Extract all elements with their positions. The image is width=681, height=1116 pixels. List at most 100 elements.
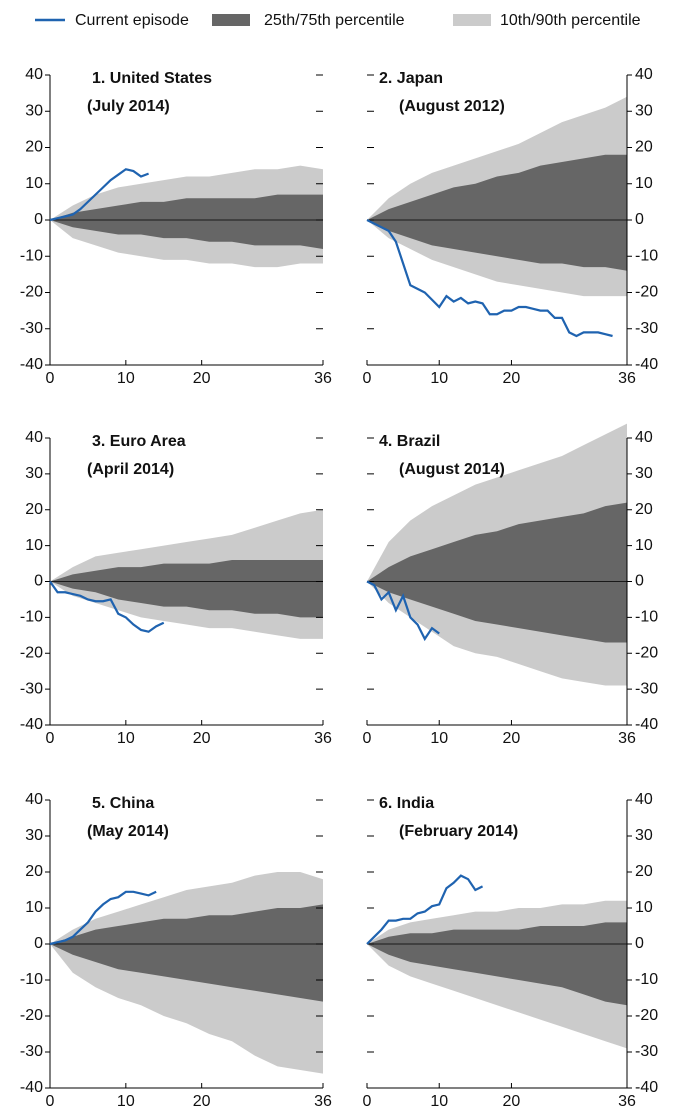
- legend-label: Current episode: [75, 12, 189, 29]
- y-tick-label: 0: [34, 211, 43, 228]
- percentile-band: [50, 559, 323, 618]
- current-episode-line: [49, 890, 157, 946]
- x-tick-label: 36: [618, 1093, 636, 1110]
- x-tick-label: 0: [46, 370, 55, 387]
- x-tick-label: 36: [618, 370, 636, 387]
- y-tick-label: 40: [635, 429, 653, 446]
- panel-subtitle: (April 2014): [87, 461, 174, 478]
- panel-title: 6. India: [379, 795, 434, 812]
- x-tick-label: 0: [363, 730, 372, 747]
- x-tick-label: 0: [363, 370, 372, 387]
- y-tick-label: 10: [635, 537, 653, 554]
- current-episode-line: [49, 580, 165, 633]
- y-tick-label: -30: [635, 320, 658, 337]
- panel-title: 5. China: [92, 795, 154, 812]
- y-tick-label: -30: [635, 1043, 658, 1060]
- y-tick-label: 40: [635, 66, 653, 83]
- y-tick-label: -10: [20, 247, 43, 264]
- y-tick-label: 20: [635, 501, 653, 518]
- x-tick-label: 36: [314, 1093, 332, 1110]
- x-tick-label: 36: [314, 730, 332, 747]
- current-episode-line: [49, 168, 149, 222]
- panel-subtitle: (May 2014): [87, 823, 169, 840]
- percentile-band: [50, 194, 323, 249]
- x-tick-label: 20: [503, 1093, 521, 1110]
- x-tick-label: 20: [193, 1093, 211, 1110]
- y-tick-label: 40: [635, 791, 653, 808]
- legend-swatch: [212, 14, 250, 26]
- legend-swatch: [453, 14, 491, 26]
- current-episode-line: [366, 580, 440, 642]
- current-episode-line: [366, 874, 484, 945]
- y-tick-label: -10: [20, 609, 43, 626]
- y-tick-label: -10: [635, 609, 658, 626]
- y-tick-label: 0: [34, 935, 43, 952]
- y-tick-label: 30: [25, 102, 43, 119]
- y-tick-label: 30: [25, 827, 43, 844]
- x-tick-label: 0: [46, 1093, 55, 1110]
- percentile-band: [50, 904, 323, 1002]
- y-tick-label: 10: [635, 175, 653, 192]
- y-tick-label: 0: [635, 211, 644, 228]
- x-tick-label: 20: [193, 370, 211, 387]
- y-tick-label: 20: [25, 863, 43, 880]
- x-tick-label: 0: [46, 730, 55, 747]
- y-tick-label: -30: [20, 1043, 43, 1060]
- y-tick-label: -40: [20, 1079, 43, 1096]
- y-tick-label: 20: [25, 501, 43, 518]
- y-tick-label: 10: [635, 899, 653, 916]
- x-tick-label: 20: [503, 370, 521, 387]
- x-tick-label: 36: [314, 370, 332, 387]
- y-tick-label: -40: [635, 356, 658, 373]
- y-tick-label: 30: [635, 102, 653, 119]
- x-tick-label: 0: [363, 1093, 372, 1110]
- x-tick-label: 10: [430, 370, 448, 387]
- panel-title: 3. Euro Area: [92, 433, 186, 450]
- percentile-band: [367, 922, 627, 1006]
- y-tick-label: -20: [20, 644, 43, 661]
- percentile-band: [367, 502, 627, 643]
- y-tick-label: -40: [635, 1079, 658, 1096]
- y-tick-label: -30: [635, 680, 658, 697]
- y-tick-label: 20: [635, 139, 653, 156]
- panel-subtitle: (February 2014): [399, 823, 518, 840]
- x-tick-label: 36: [618, 730, 636, 747]
- y-tick-label: 20: [635, 863, 653, 880]
- y-tick-label: -20: [635, 644, 658, 661]
- y-tick-label: 0: [635, 573, 644, 590]
- y-tick-label: 10: [25, 537, 43, 554]
- x-tick-label: 10: [117, 730, 135, 747]
- y-tick-label: -10: [635, 247, 658, 264]
- y-tick-label: 0: [34, 573, 43, 590]
- y-tick-label: 40: [25, 66, 43, 83]
- y-tick-label: -20: [20, 284, 43, 301]
- legend-label: 25th/75th percentile: [264, 12, 405, 29]
- y-tick-label: -30: [20, 320, 43, 337]
- panel-subtitle: (July 2014): [87, 98, 170, 115]
- panel-subtitle: (August 2014): [399, 461, 505, 478]
- y-tick-label: 40: [25, 429, 43, 446]
- x-tick-label: 10: [430, 1093, 448, 1110]
- panel-title: 4. Brazil: [379, 433, 440, 450]
- panel-title: 2. Japan: [379, 70, 443, 87]
- y-tick-label: 30: [25, 465, 43, 482]
- y-tick-label: 10: [25, 899, 43, 916]
- x-tick-label: 20: [193, 730, 211, 747]
- x-tick-label: 10: [117, 1093, 135, 1110]
- y-tick-label: -40: [635, 716, 658, 733]
- y-tick-label: -20: [635, 1007, 658, 1024]
- x-tick-label: 20: [503, 730, 521, 747]
- percentile-band: [367, 154, 627, 271]
- y-tick-label: 30: [635, 465, 653, 482]
- legend-label: 10th/90th percentile: [500, 12, 641, 29]
- x-tick-label: 10: [430, 730, 448, 747]
- y-tick-label: 40: [25, 791, 43, 808]
- y-tick-label: -20: [20, 1007, 43, 1024]
- y-tick-label: 30: [635, 827, 653, 844]
- y-tick-label: 20: [25, 139, 43, 156]
- y-tick-label: 10: [25, 175, 43, 192]
- y-tick-label: -20: [635, 284, 658, 301]
- y-tick-label: -40: [20, 716, 43, 733]
